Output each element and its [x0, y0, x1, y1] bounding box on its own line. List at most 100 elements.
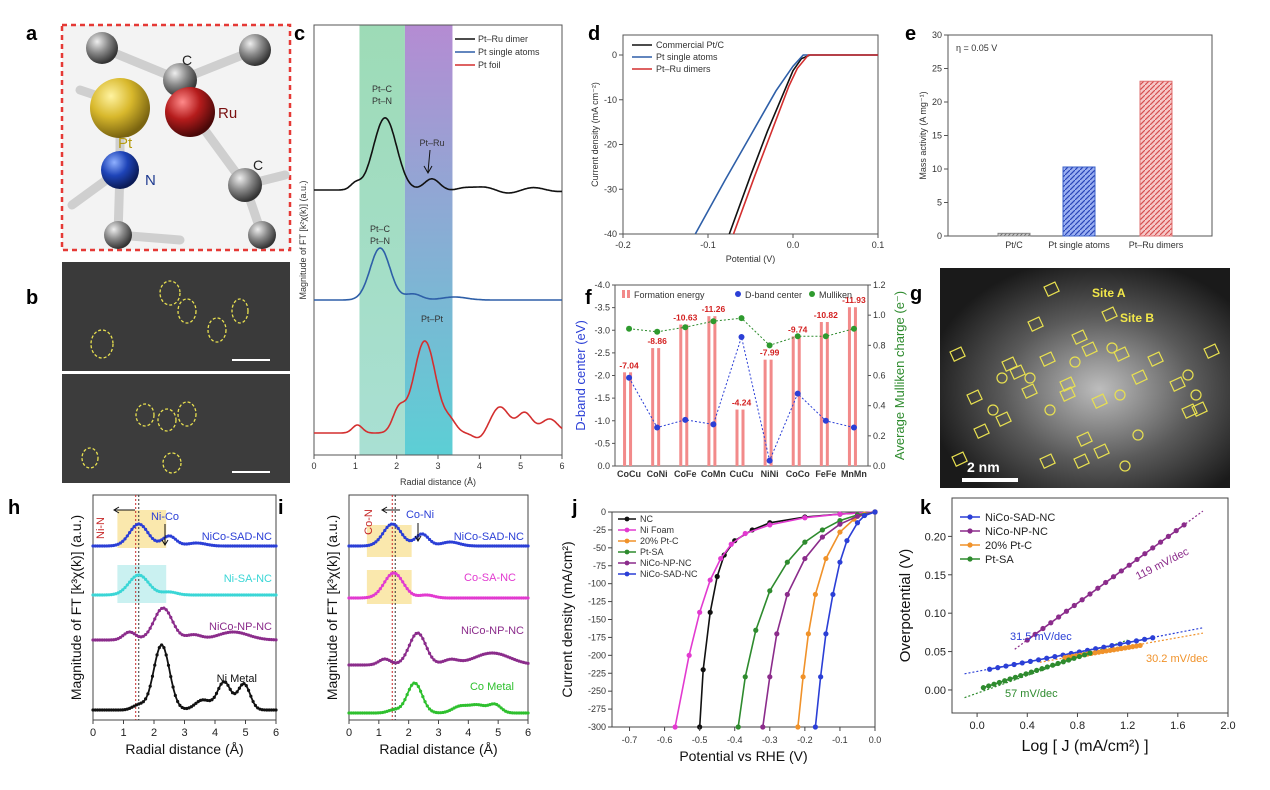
bar-value-label: -11.26	[702, 304, 726, 314]
series-point	[991, 681, 997, 687]
series-point	[385, 576, 389, 581]
series-point	[162, 590, 166, 594]
series-point	[269, 638, 274, 642]
series-point	[274, 544, 278, 548]
y-tick-label-right: 1.2	[873, 280, 886, 290]
series-point	[501, 596, 505, 600]
bar	[791, 336, 795, 466]
series-point	[497, 596, 501, 600]
series-point	[472, 544, 476, 548]
series-point	[1150, 545, 1156, 551]
series-line-2	[314, 247, 562, 301]
series-point	[166, 590, 171, 594]
series-point	[472, 703, 476, 707]
series-point	[463, 703, 467, 707]
series-point	[217, 686, 221, 691]
c-atom	[239, 34, 271, 66]
series-point	[347, 663, 351, 667]
site-marker	[1106, 342, 1118, 354]
annotation: Co-Ni	[406, 509, 434, 521]
series-point	[524, 596, 528, 600]
series-point	[517, 711, 521, 715]
series-point	[1126, 562, 1132, 568]
series-line	[694, 54, 878, 235]
bar-value-label: -10.63	[673, 313, 697, 323]
mulliken-point	[682, 324, 689, 331]
y-tick-label: -30	[604, 184, 617, 194]
site-marker	[1081, 341, 1098, 357]
series-point	[233, 544, 237, 548]
series-point	[1134, 556, 1140, 563]
legend-entry: Commercial Pt/C	[656, 40, 725, 50]
series-point	[360, 711, 365, 715]
series-point	[497, 544, 501, 548]
series-point	[1082, 652, 1088, 658]
series-point	[461, 596, 465, 600]
series-point	[224, 680, 228, 684]
legend-swatch	[624, 527, 630, 533]
series-point	[162, 606, 166, 610]
series-point	[132, 575, 136, 579]
series-point	[385, 525, 389, 530]
series-point	[358, 663, 362, 667]
series-point	[767, 522, 773, 528]
series-point	[98, 708, 102, 712]
series-point	[228, 593, 232, 597]
series-point	[372, 541, 376, 546]
y-tick-label: 0.15	[925, 570, 946, 582]
series-point	[1076, 653, 1082, 660]
series-point	[201, 698, 205, 702]
series-point	[95, 638, 100, 642]
series-line	[728, 54, 878, 235]
highlight-band	[404, 25, 453, 455]
series-point	[490, 651, 494, 655]
series-point	[148, 534, 152, 538]
series-point	[844, 538, 850, 544]
series-point	[784, 559, 790, 565]
y-tick-label: -300	[588, 722, 606, 732]
series-point	[144, 633, 148, 637]
series-point	[383, 528, 387, 533]
series-point	[189, 633, 193, 637]
series-point	[130, 577, 134, 581]
series-point	[212, 593, 216, 597]
y-tick-label: 15	[932, 131, 942, 141]
series-point	[805, 631, 811, 637]
x-tick-label: -0.1	[832, 735, 848, 745]
y-tick-label: 30	[932, 30, 942, 40]
y-tick-label: 0.05	[925, 647, 946, 659]
series-point	[237, 544, 241, 548]
series-point	[392, 522, 396, 526]
site-marker	[1071, 329, 1088, 345]
series-point	[272, 593, 276, 597]
legend-entry: Formation energy	[634, 290, 705, 300]
y-tick-label: 0.20	[925, 531, 946, 543]
x-axis-label: Radial distance (Å)	[400, 477, 476, 487]
series-point	[517, 596, 521, 600]
x-axis-label: Log [ J (mA/cm²) ]	[1021, 738, 1148, 755]
series-point	[146, 692, 150, 696]
series-point	[189, 705, 193, 709]
series-point	[118, 589, 123, 594]
series-point	[479, 544, 483, 548]
c-atom	[86, 32, 118, 64]
series-point	[1044, 664, 1050, 670]
series-point	[802, 539, 808, 545]
series-point	[483, 596, 488, 600]
series-point	[398, 576, 403, 581]
series-point	[524, 544, 528, 548]
series-point	[171, 535, 175, 539]
series-point	[501, 544, 505, 548]
series-point	[753, 627, 759, 633]
series-point	[354, 544, 358, 548]
panel-c-chart: 0 1 2 3 4 5 6 Radial distance (Å) Magnitude of F…	[298, 24, 565, 487]
series-point	[249, 694, 253, 698]
x-tick-label: 2	[394, 461, 399, 471]
series-point	[210, 698, 214, 702]
bar	[763, 359, 767, 466]
series-point	[394, 524, 398, 528]
c-atom	[248, 221, 276, 249]
series-point	[224, 544, 228, 548]
series-point	[91, 708, 95, 712]
highlight-region	[366, 525, 412, 557]
